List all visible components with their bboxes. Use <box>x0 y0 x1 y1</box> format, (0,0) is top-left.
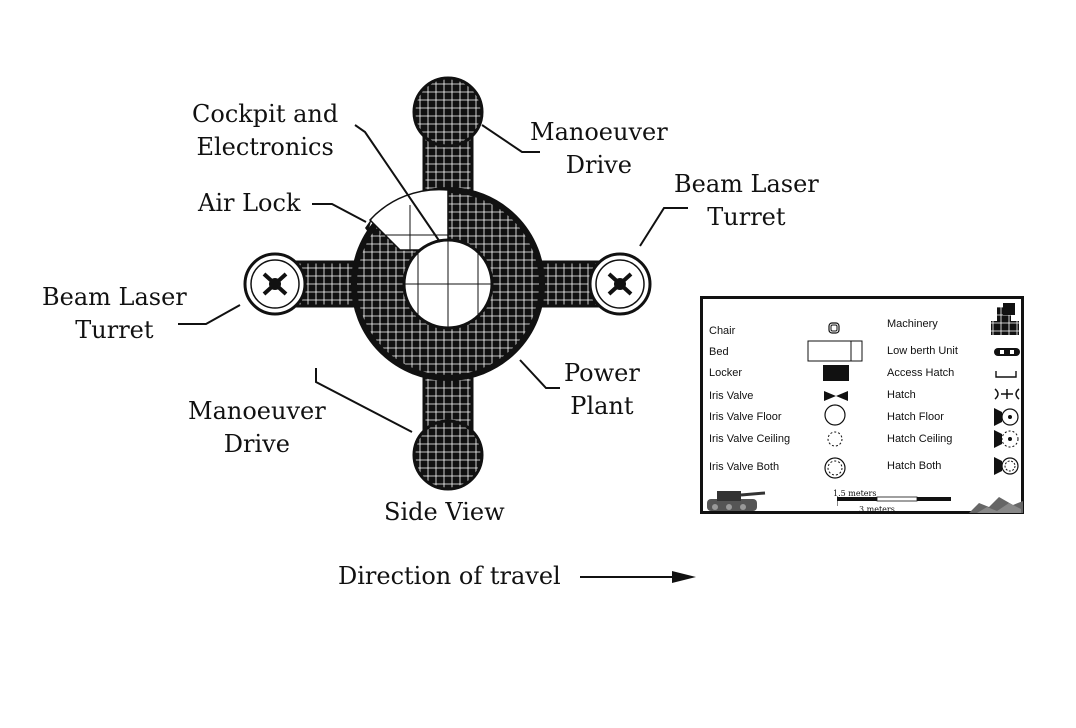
leader-power-plant <box>519 359 560 389</box>
label-cockpit: Cockpit and Electronics <box>192 100 339 161</box>
iris-valve-ceiling-icon <box>827 431 843 447</box>
access-hatch-icon <box>995 371 1017 378</box>
scale-small-label: 1.5 meters <box>833 489 877 498</box>
legend-machinery-label: Machinery <box>887 318 938 330</box>
bottom-maneuver-drive <box>412 363 484 491</box>
leader-maneuver-bottom <box>315 368 413 433</box>
leader-maneuver-top <box>481 124 540 153</box>
hatch-floor-icon <box>994 408 1019 426</box>
label-beam-laser-left: Beam Laser Turret <box>42 283 187 344</box>
rocks-icon <box>969 497 1023 513</box>
label-air-lock: Air Lock <box>198 189 301 217</box>
scale-bar <box>837 496 951 506</box>
legend-bed-label: Bed <box>709 346 729 358</box>
legend-hatch-label: Hatch <box>887 389 916 401</box>
legend-box: Chair Bed Locker Iris Valve Iris Valve F… <box>700 296 1024 514</box>
hatch-both-icon <box>994 457 1019 475</box>
low-berth-icon <box>994 348 1020 356</box>
label-direction: Direction of travel <box>338 562 561 590</box>
label-maneuver-top: Manoeuver Drive <box>530 118 668 179</box>
legend-access-hatch-label: Access Hatch <box>887 367 955 379</box>
label-side-view: Side View <box>384 498 505 526</box>
legend-iris-valve-floor-label: Iris Valve Floor <box>709 411 782 423</box>
central-hull <box>351 187 545 381</box>
locker-icon <box>823 365 849 381</box>
label-beam-laser-right: Beam Laser Turret <box>674 170 819 231</box>
legend-iris-valve-ceiling-label: Iris Valve Ceiling <box>709 433 791 445</box>
iris-valve-floor-icon <box>824 404 846 426</box>
iris-valve-both-icon <box>824 457 846 479</box>
hatch-icon <box>994 388 1020 400</box>
legend-iris-valve-label: Iris Valve <box>709 390 754 402</box>
bed-icon <box>807 340 863 362</box>
iris-valve-icon <box>824 391 848 401</box>
chair-icon <box>828 322 840 334</box>
legend-hatch-floor-label: Hatch Floor <box>887 411 944 423</box>
legend-chair-label: Chair <box>709 325 736 337</box>
legend-locker-label: Locker <box>709 367 743 379</box>
scale-large-label: 3 meters <box>859 505 895 514</box>
legend-hatch-both-label: Hatch Both <box>887 460 942 472</box>
tank-icon <box>707 491 766 511</box>
leader-air-lock <box>312 203 367 223</box>
leader-beam-left <box>178 304 241 325</box>
leader-lines <box>178 124 688 433</box>
machinery-icon <box>991 303 1019 335</box>
legend-hatch-ceiling-label: Hatch Ceiling <box>887 433 953 445</box>
hatch-ceiling-icon <box>994 430 1019 448</box>
legend-low-berth-label: Low berth Unit <box>887 345 958 357</box>
leader-cockpit <box>354 124 441 243</box>
direction-arrow <box>580 571 696 583</box>
legend-iris-valve-both-label: Iris Valve Both <box>709 461 780 473</box>
label-power-plant: Power Plant <box>564 359 640 420</box>
leader-beam-right <box>639 207 688 247</box>
label-maneuver-bottom: Manoeuver Drive <box>188 397 326 458</box>
